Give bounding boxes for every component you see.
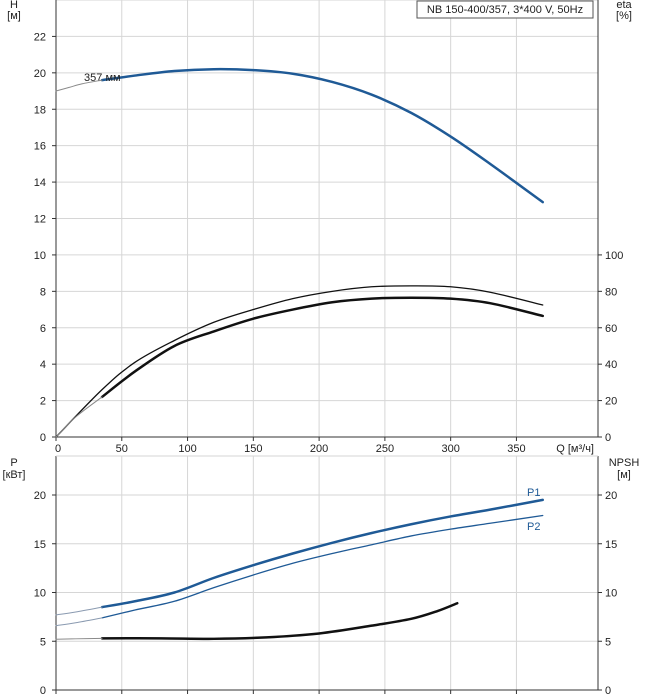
- left-tick-label: 16: [34, 141, 46, 153]
- left-tick-label: 4: [40, 359, 46, 371]
- left-tick-label: 5: [40, 636, 46, 648]
- right-tick-label: 80: [605, 286, 617, 298]
- left-tick-label: 14: [34, 177, 46, 189]
- panel-0-grid: [55, 0, 598, 438]
- x-tick-label: 200: [310, 443, 328, 455]
- right-axis-title: eta: [616, 0, 632, 11]
- right-tick-label: 60: [605, 323, 617, 335]
- series-label: P1: [527, 487, 540, 499]
- x-tick-label: 150: [244, 443, 262, 455]
- panel-1-grid: [55, 456, 598, 691]
- x-axis-label: Q [м³/ч]: [556, 443, 594, 455]
- right-tick-label: 15: [605, 539, 617, 551]
- right-tick-label: 20: [605, 396, 617, 408]
- series-line-0-0: [100, 67, 544, 204]
- series-line-1-1: [55, 606, 103, 616]
- x-tick-label: 100: [178, 443, 196, 455]
- series-line-1-0: [100, 498, 544, 609]
- left-tick-label: 10: [34, 250, 46, 262]
- right-tick-label: 0: [605, 432, 611, 444]
- series-label: P2: [527, 521, 540, 533]
- right-tick-label: 100: [605, 250, 623, 262]
- series-line-0-2: [55, 285, 544, 438]
- x-tick-label: 50: [116, 443, 128, 455]
- left-tick-label: 20: [34, 68, 46, 80]
- right-axis-title: NPSH: [609, 457, 640, 469]
- right-tick-label: 0: [605, 685, 611, 697]
- series-line-1-4: [100, 601, 459, 641]
- series-line-0-1: [55, 79, 103, 92]
- left-tick-label: 20: [34, 490, 46, 502]
- x-tick-label: 350: [507, 443, 525, 455]
- left-axis-title: H: [10, 0, 18, 11]
- left-tick-label: 0: [40, 432, 46, 444]
- title-box: [416, 0, 594, 19]
- chart-title: NB 150-400/357, 3*400 V, 50Hz: [427, 4, 583, 16]
- right-tick-label: 5: [605, 636, 611, 648]
- right-axis-unit: [%]: [616, 10, 632, 22]
- x-tick-label: 250: [376, 443, 394, 455]
- right-tick-label: 20: [605, 490, 617, 502]
- left-tick-label: 15: [34, 539, 46, 551]
- series-line-1-3: [55, 617, 103, 627]
- left-axis-title: P: [10, 457, 17, 469]
- series-line-0-4: [55, 396, 103, 438]
- series-line-0-3: [100, 296, 544, 399]
- series-line-1-2: [101, 514, 544, 619]
- left-axis-unit: [м]: [7, 10, 21, 22]
- left-tick-label: 18: [34, 104, 46, 116]
- x-tick-label: 0: [55, 443, 61, 455]
- left-tick-label: 6: [40, 323, 46, 335]
- left-axis-unit: [кВт]: [3, 469, 26, 481]
- left-tick-label: 10: [34, 588, 46, 600]
- left-tick-label: 0: [40, 685, 46, 697]
- left-tick-label: 22: [34, 31, 46, 43]
- x-tick-label: 300: [441, 443, 459, 455]
- left-tick-label: 2: [40, 396, 46, 408]
- right-axis-unit: [м]: [617, 469, 631, 481]
- series-label: 357 мм: [84, 72, 121, 84]
- right-tick-label: 10: [605, 588, 617, 600]
- left-tick-label: 8: [40, 286, 46, 298]
- right-tick-label: 40: [605, 359, 617, 371]
- left-tick-label: 12: [34, 214, 46, 226]
- series-line-1-5: [55, 637, 103, 640]
